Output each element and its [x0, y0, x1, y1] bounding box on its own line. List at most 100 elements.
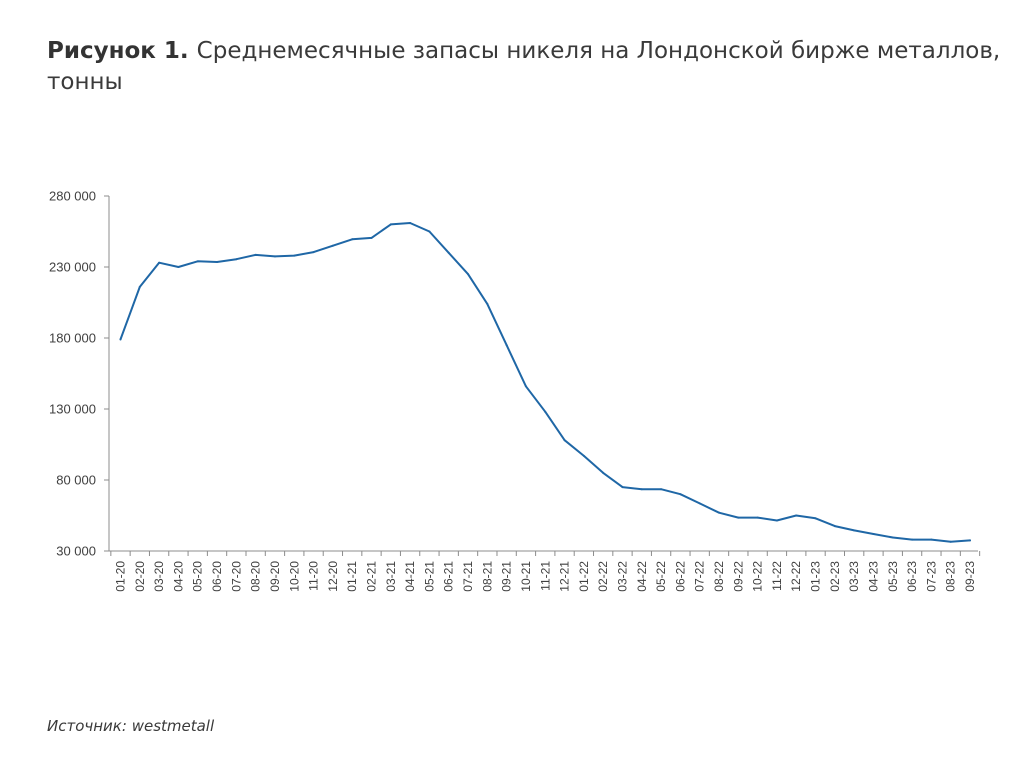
x-tick-label: 08-21: [480, 561, 494, 592]
x-tick-label: 07-21: [461, 561, 475, 592]
data-point: [660, 488, 663, 491]
data-point: [331, 244, 334, 247]
data-point: [795, 514, 798, 517]
x-tick-label: 06-21: [442, 561, 456, 592]
x-tick-label: 05-22: [654, 561, 668, 592]
x-tick-label: 11-21: [538, 561, 552, 591]
x-tick-label: 07-23: [924, 561, 938, 592]
data-point: [833, 525, 836, 528]
x-tick-label: 12-20: [326, 561, 340, 592]
x-tick-label: 09-22: [731, 561, 745, 592]
data-point: [698, 502, 701, 505]
data-point: [524, 385, 527, 388]
data-point: [602, 471, 605, 474]
x-tick-label: 10-22: [751, 561, 765, 592]
y-axis: 30 000 80 000 130 000 180 000 230 000 280 000: [49, 189, 110, 559]
y-tick-label: 280 000: [49, 189, 96, 204]
x-tick-label: 08-23: [944, 561, 958, 592]
data-point: [911, 538, 914, 541]
x-tick-label: 02-23: [828, 561, 842, 592]
x-tick-label: 04-21: [403, 561, 417, 592]
x-tick-label: 04-20: [171, 561, 185, 592]
x-tick-label: 02-20: [133, 561, 147, 592]
chart-area: 30 000 80 000 130 000 180 000 230 000 280 000…: [0, 170, 1024, 640]
data-point: [389, 223, 392, 226]
y-tick-label: 180 000: [49, 331, 96, 346]
figure-label: Рисунок 1.: [47, 38, 189, 64]
x-tick-label: 12-22: [789, 561, 803, 592]
data-point: [351, 238, 354, 241]
x-tick-label: 02-22: [596, 561, 610, 592]
data-point: [119, 338, 122, 341]
source-note: Источник: westmetall: [47, 717, 214, 735]
data-point: [312, 251, 315, 254]
series-line: [119, 222, 971, 543]
data-point: [293, 254, 296, 257]
x-tick-label: 04-23: [866, 561, 880, 592]
x-tick-label: 08-22: [712, 561, 726, 592]
x-tick-label: 03-21: [384, 561, 398, 592]
x-tick-label: 06-23: [905, 561, 919, 592]
x-tick-label: 01-20: [114, 561, 128, 592]
x-tick-label: 11-22: [770, 561, 784, 591]
x-tick-label: 09-21: [500, 561, 514, 592]
x-tick-label: 02-21: [364, 561, 378, 592]
x-tick-label: 01-21: [345, 561, 359, 592]
x-tick-label: 07-22: [693, 561, 707, 592]
data-point: [756, 516, 759, 519]
x-tick-label: 03-22: [615, 561, 629, 592]
data-point: [640, 488, 643, 491]
x-tick-label: 06-22: [673, 561, 687, 592]
data-point: [891, 536, 894, 539]
data-point: [853, 529, 856, 532]
source-value: westmetall: [131, 717, 215, 735]
data-point: [718, 511, 721, 514]
data-point: [872, 532, 875, 535]
series-group: [119, 221, 971, 543]
x-tick-label: 09-20: [268, 561, 282, 592]
data-point: [196, 260, 199, 263]
data-point: [235, 258, 238, 261]
figure-title-text: Среднемесячные запасы никеля на Лондонск…: [47, 38, 1001, 95]
x-tick-label: 05-21: [422, 561, 436, 592]
x-tick-label: 10-21: [519, 561, 533, 592]
y-tick-label: 230 000: [49, 260, 96, 275]
data-point: [814, 517, 817, 520]
data-point: [428, 230, 431, 233]
x-tick-label: 05-20: [191, 561, 205, 592]
data-point: [216, 261, 219, 264]
y-tick-label: 130 000: [49, 402, 96, 417]
x-tick-label: 09-23: [963, 561, 977, 592]
data-point: [775, 519, 778, 522]
data-point: [969, 539, 971, 542]
x-tick-label: 12-21: [558, 561, 572, 592]
data-point: [930, 538, 933, 541]
data-point: [273, 255, 276, 258]
x-tick-label: 06-20: [210, 561, 224, 592]
x-tick-label: 07-20: [229, 561, 243, 592]
data-point: [949, 540, 952, 543]
y-tick-label: 80 000: [56, 473, 96, 488]
x-tick-label: 01-23: [809, 561, 823, 592]
data-point: [177, 266, 180, 268]
data-point: [544, 410, 547, 413]
data-point: [138, 285, 141, 288]
data-point: [582, 454, 585, 457]
x-tick-label: 11-20: [307, 561, 321, 591]
y-tick-label: 30 000: [56, 544, 96, 559]
data-point: [370, 236, 373, 239]
source-label: Источник:: [47, 717, 127, 735]
data-point: [563, 439, 566, 442]
data-point: [679, 493, 682, 496]
x-tick-label: 05-23: [886, 561, 900, 592]
data-point: [409, 221, 412, 224]
data-point: [621, 486, 624, 489]
line-chart: 30 000 80 000 130 000 180 000 230 000 280 000…: [49, 189, 981, 592]
data-point: [254, 253, 257, 256]
data-point: [447, 251, 450, 254]
data-point: [158, 261, 161, 264]
x-axis: 01-20 02-20 03-20 04-20 05-20 06-20 07-20 08-20…: [109, 550, 981, 592]
x-tick-label: 04-22: [635, 561, 649, 592]
data-point: [737, 516, 740, 519]
data-point: [467, 273, 470, 276]
